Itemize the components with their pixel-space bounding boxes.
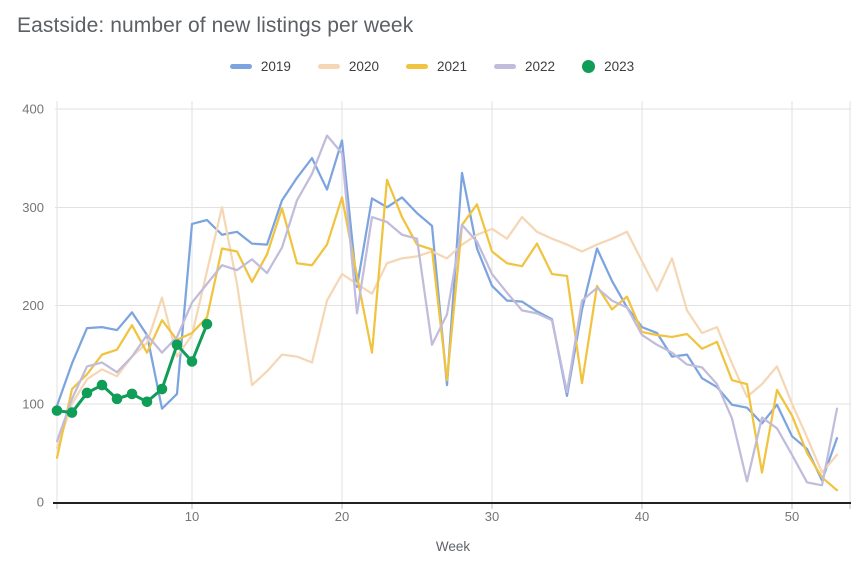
legend-swatch-2021	[405, 64, 428, 69]
legend-swatch-2022	[494, 64, 517, 69]
chart-legend: 2019 2020 2021 2022 2023	[0, 59, 864, 74]
data-point-2023-week-5	[111, 393, 123, 405]
x-tick-label-20: 20	[335, 509, 349, 524]
series-line-2020	[55, 206, 839, 474]
legend-item-2020: 2020	[317, 59, 379, 74]
data-point-2023-week-9	[171, 339, 183, 351]
data-point-2023-week-2	[66, 407, 78, 418]
legend-item-2019: 2019	[229, 59, 291, 74]
data-point-2023-week-4	[96, 379, 108, 391]
legend-label-2020: 2020	[348, 59, 379, 74]
y-tick-label-0: 0	[37, 495, 44, 510]
x-tick-label-50: 50	[785, 509, 799, 524]
legend-label-2019: 2019	[260, 59, 291, 74]
series-line-2021	[55, 178, 839, 492]
data-point-2023-week-8	[156, 383, 168, 395]
series-line-2022	[55, 134, 839, 487]
x-tick-label-10: 10	[185, 509, 199, 524]
y-tick-label-100: 100	[22, 396, 44, 411]
legend-swatch-2019	[229, 64, 252, 69]
chart-title: Eastside: number of new listings per wee…	[17, 14, 414, 37]
x-axis-title: Week	[435, 539, 471, 554]
legend-item-2022: 2022	[494, 59, 555, 74]
data-point-2023-week-11	[201, 318, 213, 330]
data-point-2023-week-1	[51, 405, 63, 416]
x-tick-label-40: 40	[635, 509, 649, 524]
y-tick-label-200: 200	[22, 298, 44, 313]
legend-label-2022: 2022	[525, 59, 556, 74]
data-point-2023-week-6	[126, 388, 138, 400]
data-point-2023-week-10	[186, 356, 198, 367]
x-tick-label-30: 30	[485, 509, 499, 524]
data-point-2023-week-7	[141, 396, 153, 408]
legend-label-2023: 2023	[604, 59, 635, 74]
legend-label-2021: 2021	[436, 59, 468, 74]
legend-swatch-2020	[317, 64, 340, 69]
y-tick-label-400: 400	[22, 102, 44, 117]
legend-swatch-2023	[582, 60, 596, 73]
legend-item-2021: 2021	[405, 59, 468, 74]
data-point-2023-week-3	[81, 387, 93, 399]
series-line-2019	[55, 139, 839, 482]
legend-item-2023: 2023	[582, 59, 634, 74]
y-tick-label-300: 300	[22, 200, 44, 215]
